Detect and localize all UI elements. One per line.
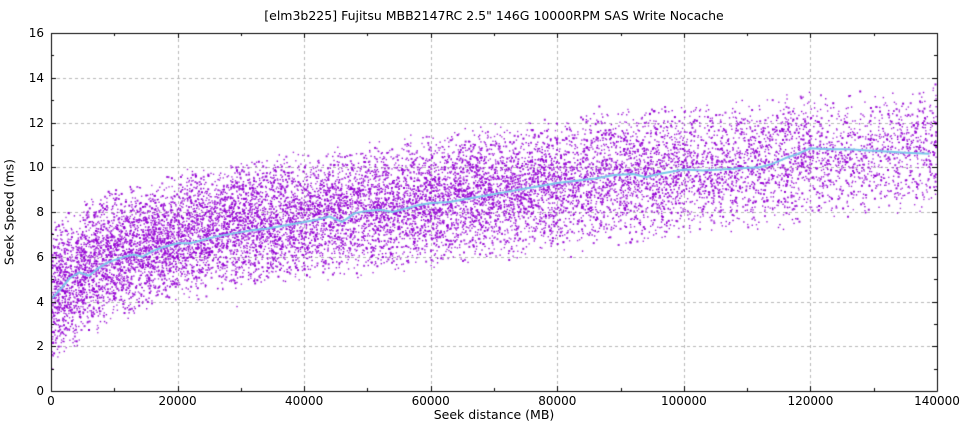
y-tick-label: 10 bbox=[28, 160, 44, 175]
x-tick-label: 60000 bbox=[411, 394, 450, 408]
y-tick-label: 0 bbox=[36, 384, 44, 398]
x-tick-label: 80000 bbox=[538, 394, 577, 408]
y-tick-label: 2 bbox=[36, 339, 44, 354]
chart-title: [elm3b225] Fujitsu MBB2147RC 2.5" 146G 1… bbox=[264, 8, 724, 23]
x-tick-label: 40000 bbox=[285, 394, 324, 408]
y-tick-label: 16 bbox=[28, 26, 44, 40]
x-tick-label: 140000 bbox=[914, 394, 960, 408]
x-axis-label: Seek distance (MB) bbox=[433, 407, 555, 422]
x-tick-label: 20000 bbox=[158, 394, 197, 408]
y-tick-label: 6 bbox=[36, 249, 44, 264]
y-tick-label: 4 bbox=[36, 294, 44, 309]
y-tick-label: 8 bbox=[36, 205, 44, 219]
y-tick-label: 14 bbox=[28, 70, 44, 85]
x-tick-label: 0 bbox=[47, 394, 55, 408]
x-tick-label: 100000 bbox=[660, 394, 707, 408]
y-tick-label: 12 bbox=[28, 115, 44, 130]
x-tick-label: 120000 bbox=[787, 394, 834, 408]
